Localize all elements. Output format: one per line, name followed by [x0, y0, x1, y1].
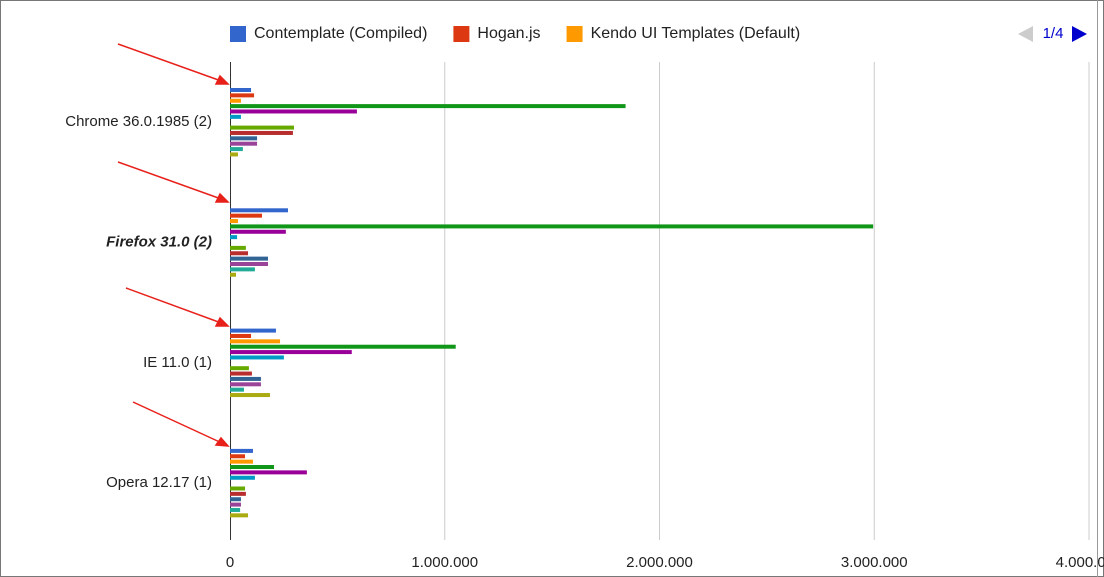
legend-swatch	[453, 26, 470, 42]
legend-swatch	[566, 26, 583, 42]
bar	[230, 98, 241, 103]
bar	[230, 147, 243, 152]
bar	[230, 393, 270, 398]
legend-swatch	[230, 26, 246, 42]
y-category-label: IE 11.0 (1)	[143, 354, 212, 371]
bar	[230, 486, 246, 491]
pager-next[interactable]	[1072, 26, 1087, 42]
bar	[230, 366, 249, 371]
bar	[230, 376, 261, 381]
bar	[230, 109, 357, 114]
bar	[230, 459, 253, 464]
bar	[230, 371, 252, 376]
bar	[230, 208, 288, 213]
bar	[230, 507, 241, 512]
x-tick-label: 0	[226, 554, 234, 571]
pager-label: 1/4	[1043, 25, 1064, 42]
bar	[230, 152, 238, 157]
x-tick-label: 2.000.000	[626, 554, 693, 571]
bar	[230, 350, 352, 355]
bar	[230, 213, 262, 218]
bar	[230, 382, 261, 387]
bar	[230, 448, 253, 453]
bar	[230, 219, 238, 224]
bar	[230, 130, 293, 135]
x-tick-label: 4.000.000	[1056, 554, 1104, 571]
bar	[230, 104, 626, 109]
bar	[230, 497, 241, 502]
y-category-label: Chrome 36.0.1985 (2)	[65, 113, 212, 130]
bar	[230, 387, 244, 392]
bar	[230, 141, 258, 146]
bar	[230, 513, 249, 518]
bar	[230, 235, 238, 240]
bar	[230, 470, 307, 475]
bar	[230, 224, 874, 229]
bar	[230, 262, 269, 266]
bar	[230, 465, 275, 470]
bar	[230, 355, 284, 360]
bar	[230, 339, 281, 344]
bar	[230, 229, 286, 234]
bar	[230, 491, 246, 496]
bar	[230, 333, 252, 338]
y-category-label: Opera 12.17 (1)	[106, 474, 212, 491]
bar	[230, 454, 246, 459]
y-category-label: Firefox 31.0 (2)	[106, 233, 212, 250]
legend-label: Contemplate (Compiled)	[254, 25, 427, 42]
bar	[230, 125, 294, 130]
pager-prev[interactable]	[1018, 26, 1033, 42]
legend-label: Hogan.js	[477, 25, 540, 42]
bar	[230, 245, 246, 250]
bar	[230, 267, 255, 272]
bar	[230, 114, 241, 119]
bar	[230, 272, 237, 277]
bar	[230, 136, 258, 141]
bar	[230, 344, 456, 349]
bar	[230, 88, 252, 92]
bar	[230, 256, 269, 261]
bar	[230, 93, 255, 98]
x-tick-label: 3.000.000	[841, 554, 908, 571]
annotation-arrows	[117, 43, 230, 447]
x-tick-label: 1.000.000	[411, 554, 478, 571]
legend-label: Kendo UI Templates (Default)	[591, 25, 801, 42]
bar	[230, 328, 276, 333]
bar	[230, 475, 255, 480]
bar	[230, 502, 241, 507]
bar	[230, 251, 249, 256]
